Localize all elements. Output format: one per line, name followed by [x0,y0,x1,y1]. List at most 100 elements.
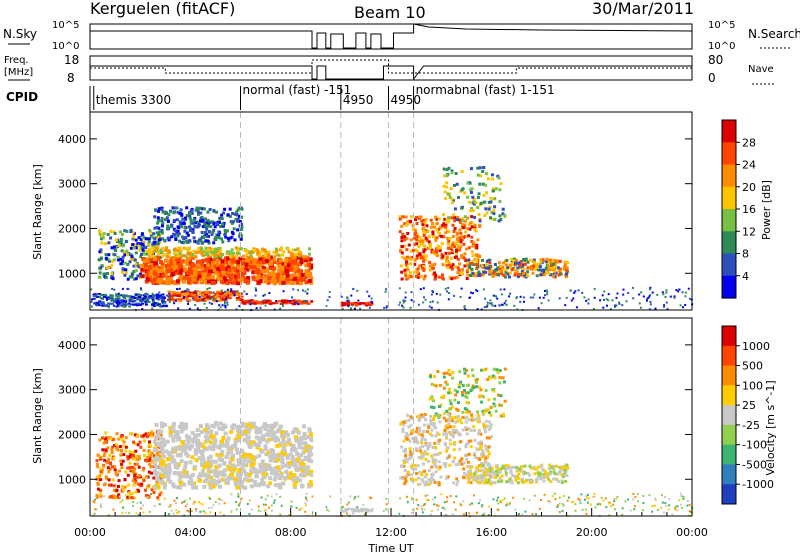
data-cell [199,247,203,251]
data-cell [283,476,288,481]
data-cell [161,246,165,250]
data-cell [538,296,541,299]
data-cell [148,443,151,447]
data-cell [154,235,158,239]
data-cell [151,307,154,310]
data-cell [177,226,181,230]
data-cell [149,454,153,458]
data-cell [162,471,167,476]
data-cell [274,435,279,440]
data-cell [168,295,171,298]
data-cell [442,277,446,281]
data-cell [220,264,225,269]
data-cell [166,236,170,240]
data-cell [496,297,499,300]
data-cell [176,288,178,291]
data-cell [106,298,108,301]
data-cell [447,422,451,426]
data-cell [519,469,523,473]
data-cell [290,457,295,462]
data-cell [431,250,435,254]
data-cell [490,435,494,439]
data-cell [104,448,108,452]
data-cell [238,305,241,308]
data-cell [102,232,106,236]
data-cell [113,253,117,257]
data-cell [110,275,114,278]
data-cell [423,450,427,453]
data-cell [99,492,103,496]
data-cell [398,287,401,290]
data-cell [175,298,180,300]
data-cell [430,478,434,482]
data-cell [451,405,455,409]
data-cell [415,256,419,260]
data-cell [110,299,114,302]
data-cell [490,467,494,470]
data-cell [124,261,127,265]
data-cell [457,385,461,389]
data-cell [262,301,267,304]
data-cell [264,452,269,457]
data-cell [126,473,130,477]
data-cell [497,219,501,223]
data-cell [227,239,231,243]
data-cell [432,478,436,482]
data-cell [192,221,196,225]
data-cell [464,420,468,424]
data-cell [466,273,470,277]
data-cell [203,302,206,305]
data-cell [133,243,136,247]
data-cell [210,423,215,428]
data-cell [189,480,194,485]
data-cell [147,253,151,257]
data-cell [168,479,173,484]
data-cell [288,442,293,447]
data-cell [109,236,113,240]
data-cell [235,210,239,214]
data-cell [186,240,190,244]
data-cell [593,296,596,299]
data-cell [488,271,492,275]
data-cell [489,302,492,305]
data-cell [418,432,422,436]
data-cell [146,432,150,435]
data-cell [475,380,479,384]
data-cell [210,281,215,285]
data-cell [476,196,480,199]
data-cell [299,441,304,446]
data-cell [99,488,103,492]
data-cell [296,272,301,277]
data-cell [96,453,100,457]
data-cell [245,293,248,295]
data-cell [202,299,207,302]
data-cell [539,273,543,277]
data-cell [164,305,168,308]
data-cell [220,213,224,217]
data-cell [124,271,128,275]
data-cell [473,225,477,229]
data-cell [110,448,114,452]
data-cell [234,447,239,452]
data-cell [195,449,200,454]
data-cell [229,269,234,274]
data-cell [137,489,140,493]
data-cell [402,464,406,468]
data-cell [310,276,315,281]
data-cell [410,215,414,219]
data-cell [410,429,414,433]
data-cell [587,298,590,301]
data-cell [445,371,449,375]
data-cell [151,278,156,283]
data-cell [310,265,315,270]
data-cell [115,488,119,492]
data-cell [420,264,424,268]
data-cell [236,281,240,286]
data-cell [137,474,141,478]
data-cell [107,470,111,474]
data-cell [447,263,451,267]
data-cell [489,268,493,272]
data-cell [194,458,199,463]
data-cell [673,295,676,298]
data-cell [487,436,491,440]
